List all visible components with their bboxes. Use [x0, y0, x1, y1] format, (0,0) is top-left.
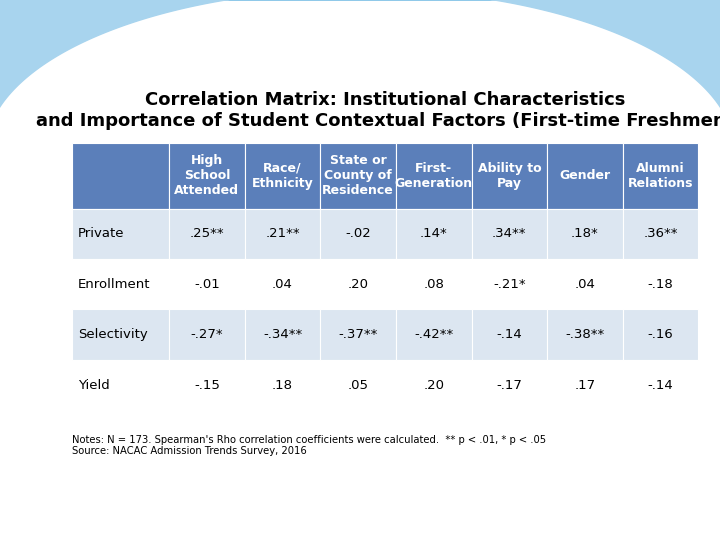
Text: -.16: -.16 [648, 328, 673, 341]
Bar [245, 259, 320, 309]
Bar [623, 360, 698, 410]
Bar [623, 208, 698, 259]
Bar [547, 360, 623, 410]
Bar [245, 360, 320, 410]
Text: .18*: .18* [571, 227, 599, 240]
Text: -.15: -.15 [194, 379, 220, 392]
Bar [169, 309, 245, 360]
Text: -.37**: -.37** [338, 328, 378, 341]
Bar [169, 259, 245, 309]
Text: -.38**: -.38** [565, 328, 605, 341]
Bar [396, 143, 472, 208]
Text: Enrollment: Enrollment [78, 278, 150, 291]
Text: -.21*: -.21* [493, 278, 526, 291]
Bar [245, 208, 320, 259]
Bar [72, 309, 169, 360]
Bar [396, 259, 472, 309]
Text: Selectivity: Selectivity [78, 328, 148, 341]
Text: .04: .04 [272, 278, 293, 291]
Bar [472, 259, 547, 309]
Text: Alumni
Relations: Alumni Relations [628, 162, 693, 190]
Bar [547, 309, 623, 360]
Text: .05: .05 [348, 379, 369, 392]
Bar [472, 143, 547, 208]
Text: .20: .20 [348, 278, 369, 291]
Polygon shape [0, 0, 720, 151]
Text: .21**: .21** [265, 227, 300, 240]
Text: -.02: -.02 [346, 227, 371, 240]
Text: Gender: Gender [559, 170, 611, 183]
Bar [320, 143, 396, 208]
Text: -.14: -.14 [648, 379, 673, 392]
Text: .04: .04 [575, 278, 595, 291]
Text: Notes: N = 173. Spearman's Rho correlation coefficients were calculated.  ** p <: Notes: N = 173. Spearman's Rho correlati… [72, 435, 546, 456]
Text: .36**: .36** [644, 227, 678, 240]
Bar [320, 208, 396, 259]
Bar [72, 208, 169, 259]
Text: First-
Generation: First- Generation [395, 162, 473, 190]
Bar [472, 309, 547, 360]
Text: -.14: -.14 [497, 328, 522, 341]
Bar [547, 208, 623, 259]
Text: .17: .17 [575, 379, 595, 392]
Bar [245, 143, 320, 208]
Bar [472, 360, 547, 410]
Bar [169, 360, 245, 410]
Text: Race/
Ethnicity: Race/ Ethnicity [252, 162, 313, 190]
Bar [396, 360, 472, 410]
Text: -.18: -.18 [648, 278, 673, 291]
Text: .25**: .25** [189, 227, 224, 240]
Bar [396, 309, 472, 360]
Bar [623, 259, 698, 309]
Bar [623, 309, 698, 360]
Text: .14*: .14* [420, 227, 448, 240]
Bar [169, 143, 245, 208]
Text: State or
County of
Residence: State or County of Residence [323, 154, 394, 197]
Text: and Importance of Student Contextual Factors (First-time Freshmen): and Importance of Student Contextual Fac… [36, 112, 720, 131]
Bar [547, 259, 623, 309]
Polygon shape [0, 0, 720, 173]
Text: -.34**: -.34** [263, 328, 302, 341]
Text: Correlation Matrix: Institutional Characteristics: Correlation Matrix: Institutional Charac… [145, 91, 626, 109]
Bar [396, 208, 472, 259]
Text: High
School
Attended: High School Attended [174, 154, 239, 197]
Text: -.17: -.17 [496, 379, 522, 392]
Text: Ability to
Pay: Ability to Pay [477, 162, 541, 190]
Bar [320, 360, 396, 410]
Text: .08: .08 [423, 278, 444, 291]
Bar [72, 259, 169, 309]
Text: Yield: Yield [78, 379, 109, 392]
Bar [72, 360, 169, 410]
Polygon shape [0, 0, 720, 205]
Text: .34**: .34** [492, 227, 526, 240]
Text: .20: .20 [423, 379, 444, 392]
Bar [472, 208, 547, 259]
Bar [623, 143, 698, 208]
Text: -.42**: -.42** [414, 328, 454, 341]
Bar [320, 259, 396, 309]
Bar [320, 309, 396, 360]
Text: .18: .18 [272, 379, 293, 392]
Text: -.27*: -.27* [191, 328, 223, 341]
Bar [72, 143, 169, 208]
Text: -.01: -.01 [194, 278, 220, 291]
Bar [169, 208, 245, 259]
Text: Private: Private [78, 227, 125, 240]
Bar [547, 143, 623, 208]
Bar [245, 309, 320, 360]
